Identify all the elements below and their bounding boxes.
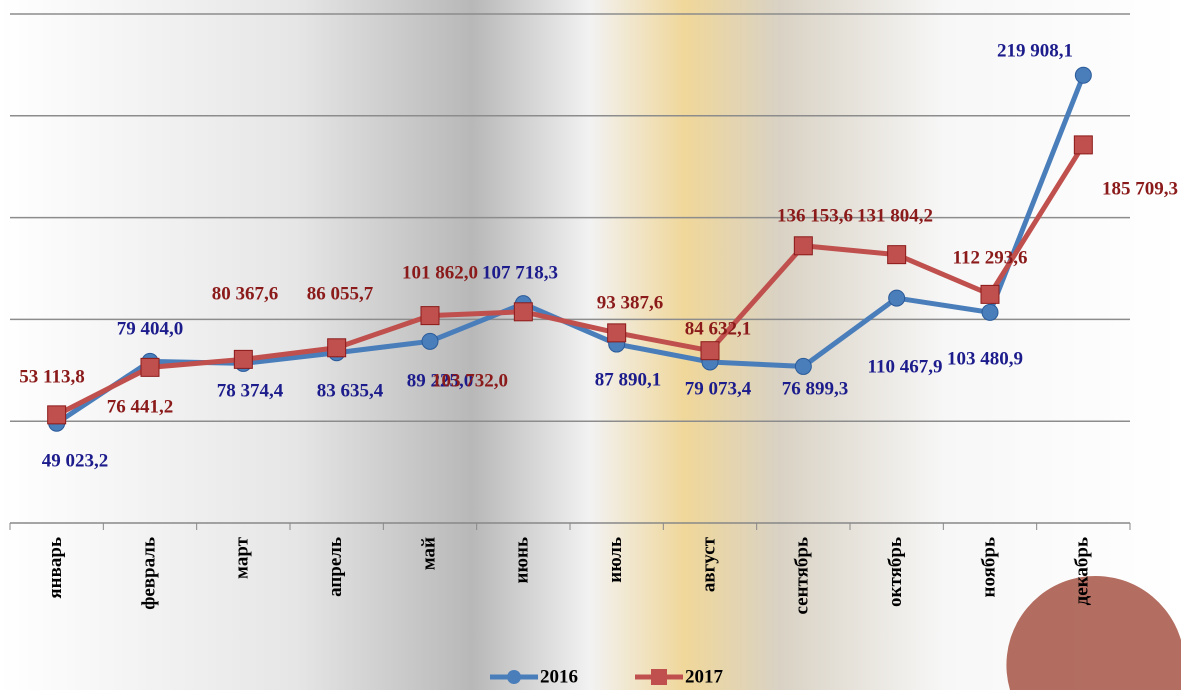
series-line <box>55 143 1086 418</box>
marker <box>981 303 999 321</box>
data-label: 103 480,9 <box>947 348 1023 369</box>
data-label: 93 387,6 <box>597 292 664 313</box>
data-label: 53 113,8 <box>19 366 84 387</box>
data-label: 110 467,9 <box>868 356 943 377</box>
x-tick-label: февраль <box>138 537 159 610</box>
legend-label: 2017 <box>685 666 724 687</box>
data-label: 112 293,6 <box>953 247 1028 268</box>
marker <box>793 236 813 256</box>
data-label: 80 367,6 <box>212 283 279 304</box>
data-label: 219 908,1 <box>997 40 1073 61</box>
logo <box>1006 575 1181 690</box>
data-label: 79 404,0 <box>117 318 184 339</box>
data-label: 84 632,1 <box>685 318 752 339</box>
data-label: 131 804,2 <box>857 205 933 226</box>
marker <box>1074 66 1092 84</box>
data-label: 86 055,7 <box>307 283 374 304</box>
data-label: 107 718,3 <box>482 262 558 283</box>
marker <box>980 284 1000 304</box>
data-label: 76 441,2 <box>107 396 174 417</box>
x-tick-label: октябрь <box>885 537 906 607</box>
data-label: 78 374,4 <box>217 380 284 401</box>
marker <box>421 332 439 350</box>
x-tick-label: январь <box>45 537 66 599</box>
marker <box>700 341 720 361</box>
marker <box>794 357 812 375</box>
data-label: 83 635,4 <box>317 380 384 401</box>
data-label: 76 899,3 <box>782 378 849 399</box>
marker <box>607 323 627 343</box>
legend-label: 2016 <box>540 666 578 687</box>
x-tick-label: сентябрь <box>792 537 813 615</box>
data-label: 49 023,2 <box>42 450 109 471</box>
marker <box>47 405 67 425</box>
legend-marker <box>651 669 667 685</box>
x-tick-label: август <box>698 536 719 592</box>
x-tick-label: июнь <box>512 537 533 583</box>
x-tick-label: март <box>232 536 253 579</box>
data-label: 185 709,3 <box>1102 178 1178 199</box>
marker <box>513 302 533 322</box>
data-label: 103 732,0 <box>432 370 508 391</box>
marker <box>1073 135 1093 155</box>
data-label: 89 225,0 <box>407 370 474 391</box>
x-tick-label: апрель <box>325 537 346 597</box>
x-tick-label: декабрь <box>1072 537 1093 605</box>
data-label: 87 890,1 <box>595 369 662 390</box>
data-label: 136 153,6 <box>777 205 853 226</box>
data-label: 101 862,0 <box>402 262 478 283</box>
x-tick-label: ноябрь <box>978 537 999 597</box>
marker <box>887 245 907 265</box>
x-tick-label: июль <box>605 537 626 583</box>
marker <box>140 357 160 377</box>
legend-marker <box>507 670 521 684</box>
marker <box>327 338 347 358</box>
marker <box>888 289 906 307</box>
marker <box>420 306 440 326</box>
x-tick-label: май <box>418 537 439 570</box>
marker <box>233 349 253 369</box>
data-label: 79 073,4 <box>685 378 752 399</box>
